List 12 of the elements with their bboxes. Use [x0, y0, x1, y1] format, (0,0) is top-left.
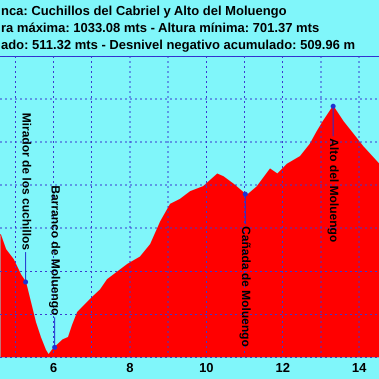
annotation: Cañada de Moluengo	[238, 226, 253, 347]
chart-subtitle: ra máxima: 1033.08 mts - Altura mínima: 701.37 mts	[0, 19, 320, 36]
chart-title: nca: Cuchillos del Cabriel y Alto del Moluengo	[0, 2, 288, 19]
x-tick-label: 10	[199, 360, 214, 375]
annotation: Barranco de Moluengo	[48, 185, 62, 316]
x-tick-label: 8	[126, 360, 134, 375]
x-tick-label: 14	[352, 360, 368, 375]
x-tick-label: 12	[275, 360, 290, 375]
x-tick-label: 6	[50, 360, 58, 375]
annotation: Alto del Moluengo	[326, 138, 341, 242]
annotation: Mirador de los cuchillos	[19, 112, 34, 250]
text: ado: 511.32 mts - Desnivel negativo acumulado: 509.96 m	[0, 36, 356, 53]
